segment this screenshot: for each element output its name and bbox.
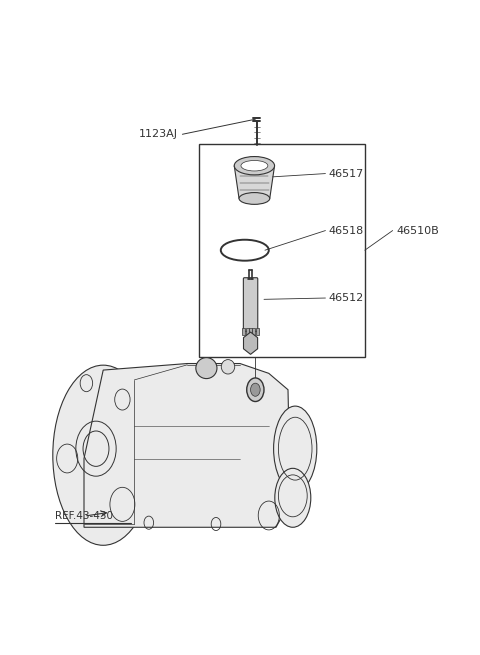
Ellipse shape [274,406,317,491]
Text: 46517: 46517 [329,168,364,179]
Text: 1123AJ: 1123AJ [139,129,178,140]
Bar [256,328,259,335]
Ellipse shape [234,157,275,175]
Ellipse shape [239,193,270,204]
Ellipse shape [196,358,217,379]
Text: 46510B: 46510B [396,225,439,236]
Ellipse shape [247,378,264,402]
Bar [199,144,365,357]
Text: 46518: 46518 [329,225,364,236]
Ellipse shape [241,160,268,171]
Bar [249,328,252,335]
Ellipse shape [251,383,260,396]
FancyBboxPatch shape [243,278,258,331]
Ellipse shape [275,468,311,527]
Bar [242,328,245,335]
Polygon shape [243,332,258,354]
Text: REF.43-430: REF.43-430 [55,511,113,521]
Bar [246,328,249,335]
Text: 46512: 46512 [329,293,364,303]
Polygon shape [234,166,275,198]
Bar [252,328,255,335]
Polygon shape [84,364,290,527]
Ellipse shape [221,360,235,374]
Ellipse shape [53,365,154,545]
